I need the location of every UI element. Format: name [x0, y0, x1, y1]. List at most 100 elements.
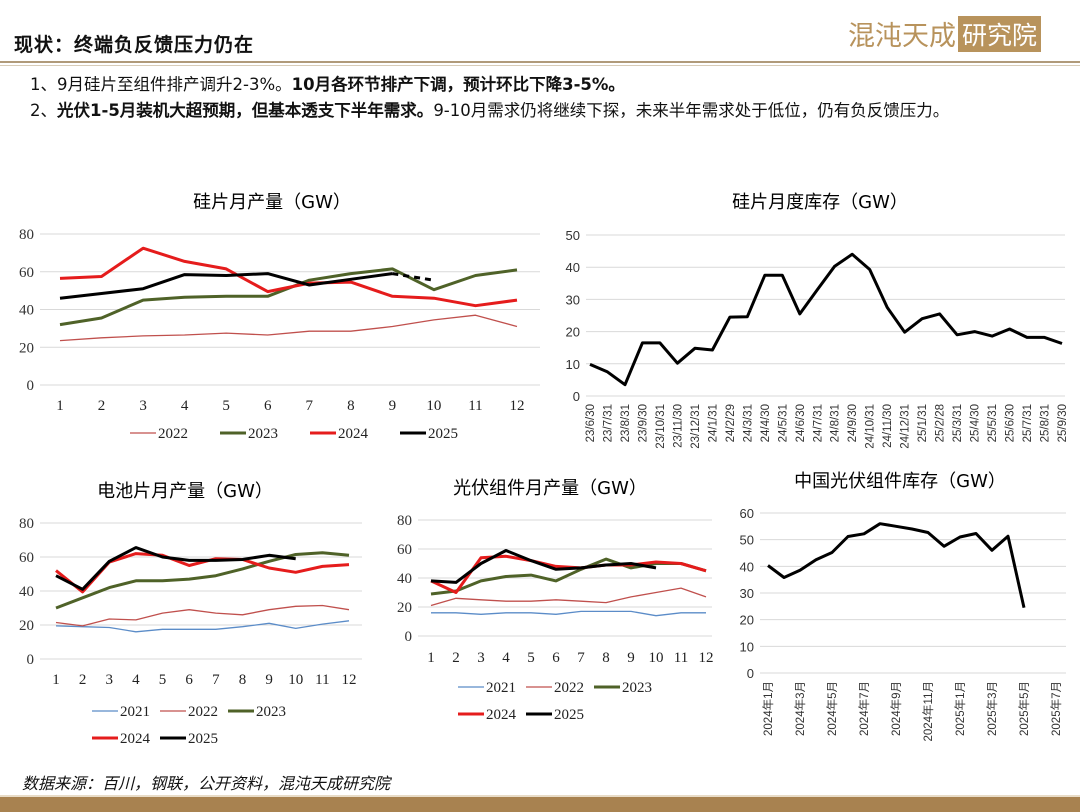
x-tick-label: 9 [627, 650, 635, 666]
legend-label-2025: 2025 [188, 731, 218, 747]
x-tick-label: 7 [577, 650, 585, 666]
legend-label-2024: 2024 [120, 731, 151, 747]
x-tick-label: 10 [649, 650, 664, 666]
chart-title: 电池片月产量（GW） [97, 481, 273, 502]
x-tick-label: 23/12/31 [690, 404, 702, 449]
x-tick-label: 8 [239, 672, 247, 688]
bullet-1: 1、9月硅片至组件排产调升2-3%。10月各环节排产下调，预计环比下降3-5%。 [30, 75, 625, 94]
x-tick-label: 23/8/31 [620, 404, 632, 442]
legend-label-2023: 2023 [256, 704, 286, 720]
y-tick-label: 30 [740, 586, 754, 601]
x-tick-label: 24/5/31 [777, 404, 789, 442]
x-tick-label: 6 [185, 672, 193, 688]
bullet-2: 2、光伏1-5月装机大超预期，但基本透支下半年需求。9-10月需求仍将继续下探，… [30, 101, 950, 120]
x-tick-label: 3 [477, 650, 485, 666]
x-tick-label: 23/6/30 [585, 404, 597, 442]
y-tick-label: 80 [19, 516, 34, 532]
x-tick-label: 5 [159, 672, 167, 688]
series-line-2023 [55, 551, 350, 610]
x-tick-label: 12 [699, 650, 714, 666]
x-tick-label: 3 [106, 672, 114, 688]
y-tick-label: 60 [740, 506, 754, 521]
series-line-inventory [767, 522, 1026, 609]
series-line-2021 [55, 620, 350, 633]
y-tick-label: 60 [19, 550, 34, 566]
logo-box: 研究院 [958, 15, 1042, 52]
x-tick-label: 2 [452, 650, 460, 666]
chart-2: 硅片月度库存（GW） 0 10 20 30 40 50 23/6/30 23/7/31 23/8/… [566, 192, 1069, 449]
x-tick-label: 11 [315, 672, 329, 688]
series-line-2025 [55, 546, 296, 591]
y-tick-label: 60 [19, 265, 34, 281]
footer-bar [0, 795, 1080, 812]
legend-label-2021: 2021 [120, 704, 150, 720]
series-line-inventory [589, 252, 1063, 387]
x-tick-label: 2025年7月 [1049, 681, 1063, 736]
y-tick-label: 40 [740, 559, 754, 574]
x-tick-label: 1 [56, 398, 64, 414]
x-tick-label: 10 [288, 672, 303, 688]
x-tick-label: 4 [132, 672, 140, 688]
bullet-list: 1、9月硅片至组件排产调升2-3%。10月各环节排产下调，预计环比下降3-5%。… [30, 72, 1060, 124]
y-tick-label: 10 [566, 357, 580, 372]
series-line-2024 [59, 246, 518, 308]
x-tick-label: 11 [468, 398, 482, 414]
chart-title: 光伏组件月产量（GW） [453, 478, 647, 499]
header-rule [0, 61, 1080, 63]
x-tick-label: 25/1/31 [917, 404, 929, 442]
x-tick-label: 8 [602, 650, 610, 666]
logo: 混沌天成 研究院 [848, 14, 1042, 53]
x-tick-label: 5 [222, 398, 230, 414]
y-tick-label: 80 [19, 227, 34, 243]
logo-text: 混沌天成 [848, 21, 956, 52]
x-tick-label: 23/10/31 [655, 404, 667, 449]
x-tick-label: 2024年7月 [857, 681, 871, 736]
x-tick-label: 24/2/29 [725, 404, 737, 442]
chart-title: 硅片月产量（GW） [193, 192, 351, 213]
legend-label-2024: 2024 [486, 707, 517, 723]
x-tick-label: 3 [139, 398, 147, 414]
x-tick-label: 23/7/31 [602, 404, 614, 442]
y-tick-label: 60 [397, 542, 412, 558]
x-tick-label: 24/1/31 [707, 404, 719, 442]
data-source: 数据来源：百川，钢联，公开资料，混沌天成研究院 [22, 774, 391, 793]
y-tick-label: 20 [19, 618, 34, 634]
x-tick-label: 12 [342, 672, 357, 688]
y-tick-label: 0 [27, 378, 35, 394]
x-tick-label: 25/9/30 [1057, 404, 1069, 442]
y-tick-label: 50 [566, 228, 580, 243]
legend-label-2022: 2022 [554, 680, 584, 696]
page-title: 现状：终端负反馈压力仍在 [14, 34, 255, 56]
series-line-2023 [59, 267, 518, 327]
x-tick-label: 25/4/30 [970, 404, 982, 442]
x-tick-label: 23/11/30 [672, 404, 684, 448]
y-tick-label: 0 [747, 666, 754, 681]
x-tick-label: 25/7/31 [1022, 404, 1034, 442]
x-tick-label: 2024年1月 [761, 681, 775, 736]
legend-label-2023: 2023 [622, 680, 652, 696]
y-tick-label: 0 [405, 629, 413, 645]
legend-label-2021: 2021 [486, 680, 516, 696]
x-tick-label: 25/3/31 [952, 404, 964, 442]
y-tick-label: 20 [566, 325, 580, 340]
x-tick-label: 6 [264, 398, 272, 414]
chart-5: 中国光伏组件库存（GW） 0 10 20 30 40 50 60 2024年1月 2024年3月 2… [740, 471, 1066, 742]
x-tick-label: 6 [552, 650, 560, 666]
x-tick-label: 25/2/28 [935, 404, 947, 442]
legend-label-2025: 2025 [554, 707, 584, 723]
x-tick-label: 2025年1月 [953, 681, 967, 736]
series-line-2021 [431, 610, 706, 617]
x-tick-label: 2024年5月 [825, 681, 839, 736]
legend-label-2023: 2023 [248, 426, 278, 442]
x-tick-label: 24/11/30 [882, 404, 894, 448]
x-tick-label: 24/8/31 [830, 404, 842, 442]
x-tick-label: 24/10/31 [865, 404, 877, 449]
x-tick-label: 24/12/31 [900, 404, 912, 449]
x-tick-label: 2 [98, 398, 106, 414]
y-tick-label: 30 [566, 292, 580, 307]
x-tick-label: 25/6/30 [1005, 404, 1017, 442]
